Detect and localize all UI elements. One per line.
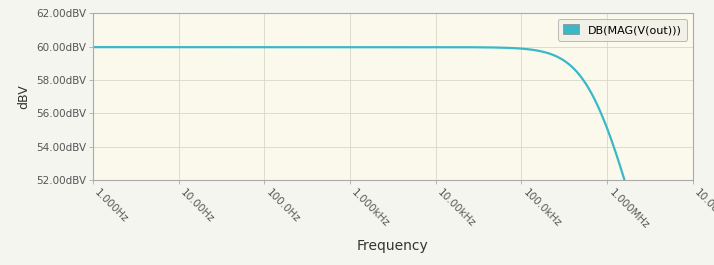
Y-axis label: dBV: dBV <box>17 84 30 109</box>
X-axis label: Frequency: Frequency <box>357 239 428 253</box>
Legend: DB(MAG(V(out))): DB(MAG(V(out))) <box>558 19 687 41</box>
